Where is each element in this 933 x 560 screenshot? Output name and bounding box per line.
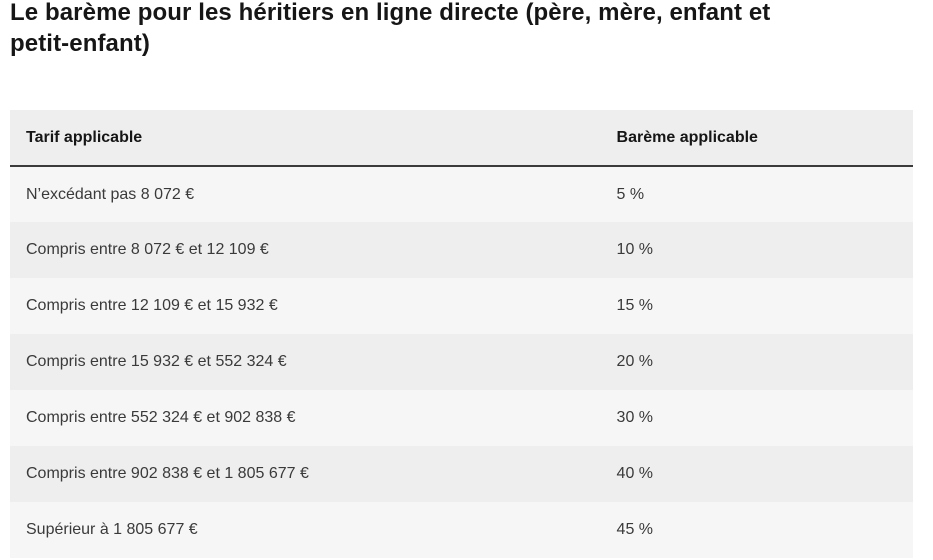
table-body: N’excédant pas 8 072 € 5 % Compris entre… — [10, 166, 913, 558]
cell-rate: 45 % — [600, 502, 913, 558]
inheritance-tax-table: Tarif applicable Barème applicable N’exc… — [10, 110, 913, 558]
cell-rate: 15 % — [600, 278, 913, 334]
page-title-line-1: Le barème pour les héritiers en ligne di… — [10, 0, 771, 26]
table-row: N’excédant pas 8 072 € 5 % — [10, 166, 913, 222]
cell-tranche: N’excédant pas 8 072 € — [10, 166, 601, 222]
table-row: Compris entre 15 932 € et 552 324 € 20 % — [10, 334, 913, 390]
cell-tranche: Compris entre 552 324 € et 902 838 € — [10, 390, 601, 446]
cell-rate: 30 % — [600, 390, 913, 446]
column-header-bareme-applicable: Barème applicable — [600, 110, 913, 167]
cell-tranche: Compris entre 8 072 € et 12 109 € — [10, 222, 601, 278]
cell-tranche: Supérieur à 1 805 677 € — [10, 502, 601, 558]
cell-rate: 10 % — [600, 222, 913, 278]
table-row: Compris entre 552 324 € et 902 838 € 30 … — [10, 390, 913, 446]
table-row: Supérieur à 1 805 677 € 45 % — [10, 502, 913, 558]
table-row: Compris entre 8 072 € et 12 109 € 10 % — [10, 222, 913, 278]
table-header-row: Tarif applicable Barème applicable — [10, 110, 913, 167]
table-head: Tarif applicable Barème applicable — [10, 110, 913, 167]
table-row: Compris entre 902 838 € et 1 805 677 € 4… — [10, 446, 913, 502]
cell-tranche: Compris entre 12 109 € et 15 932 € — [10, 278, 601, 334]
cell-rate: 20 % — [600, 334, 913, 390]
page-title-line-2: petit-enfant) — [10, 30, 150, 57]
table-row: Compris entre 12 109 € et 15 932 € 15 % — [10, 278, 913, 334]
cell-tranche: Compris entre 902 838 € et 1 805 677 € — [10, 446, 601, 502]
page-title: Le barème pour les héritiers en ligne di… — [10, 0, 923, 59]
column-header-tarif-applicable: Tarif applicable — [10, 110, 601, 167]
cell-rate: 5 % — [600, 166, 913, 222]
cell-tranche: Compris entre 15 932 € et 552 324 € — [10, 334, 601, 390]
cell-rate: 40 % — [600, 446, 913, 502]
